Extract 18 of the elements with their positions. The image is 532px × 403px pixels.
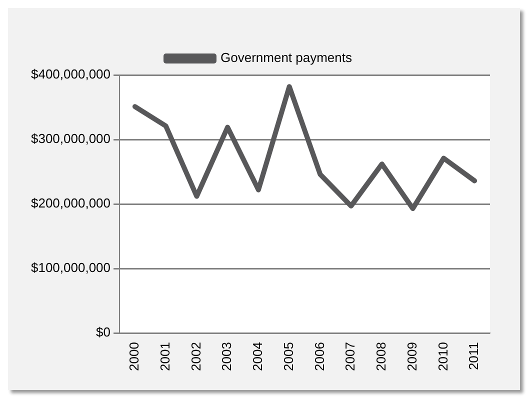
y-tick-label: $400,000,000 (30, 66, 111, 82)
y-tick-label: $100,000,000 (30, 260, 111, 276)
x-tick-label: 2000 (126, 342, 142, 371)
x-tick-label: 2009 (404, 342, 420, 371)
x-tick-label: 2002 (188, 342, 204, 371)
y-tick-label: $0 (96, 324, 111, 340)
x-tick-label: 2003 (219, 342, 234, 371)
x-tick-label: 2004 (250, 342, 266, 371)
y-tick-label: $200,000,000 (30, 196, 111, 211)
x-tick-label: 2010 (435, 342, 450, 371)
x-tick-label: 2011 (466, 342, 482, 370)
legend-label: Government payments (220, 50, 352, 66)
x-tick-label: 2007 (342, 342, 358, 371)
x-tick-label: 2001 (157, 342, 172, 371)
x-tick-label: 2005 (280, 342, 296, 371)
x-tick-label: 2006 (312, 342, 327, 371)
y-tick-label: $300,000,000 (30, 131, 111, 146)
x-tick-label: 2008 (374, 342, 389, 371)
